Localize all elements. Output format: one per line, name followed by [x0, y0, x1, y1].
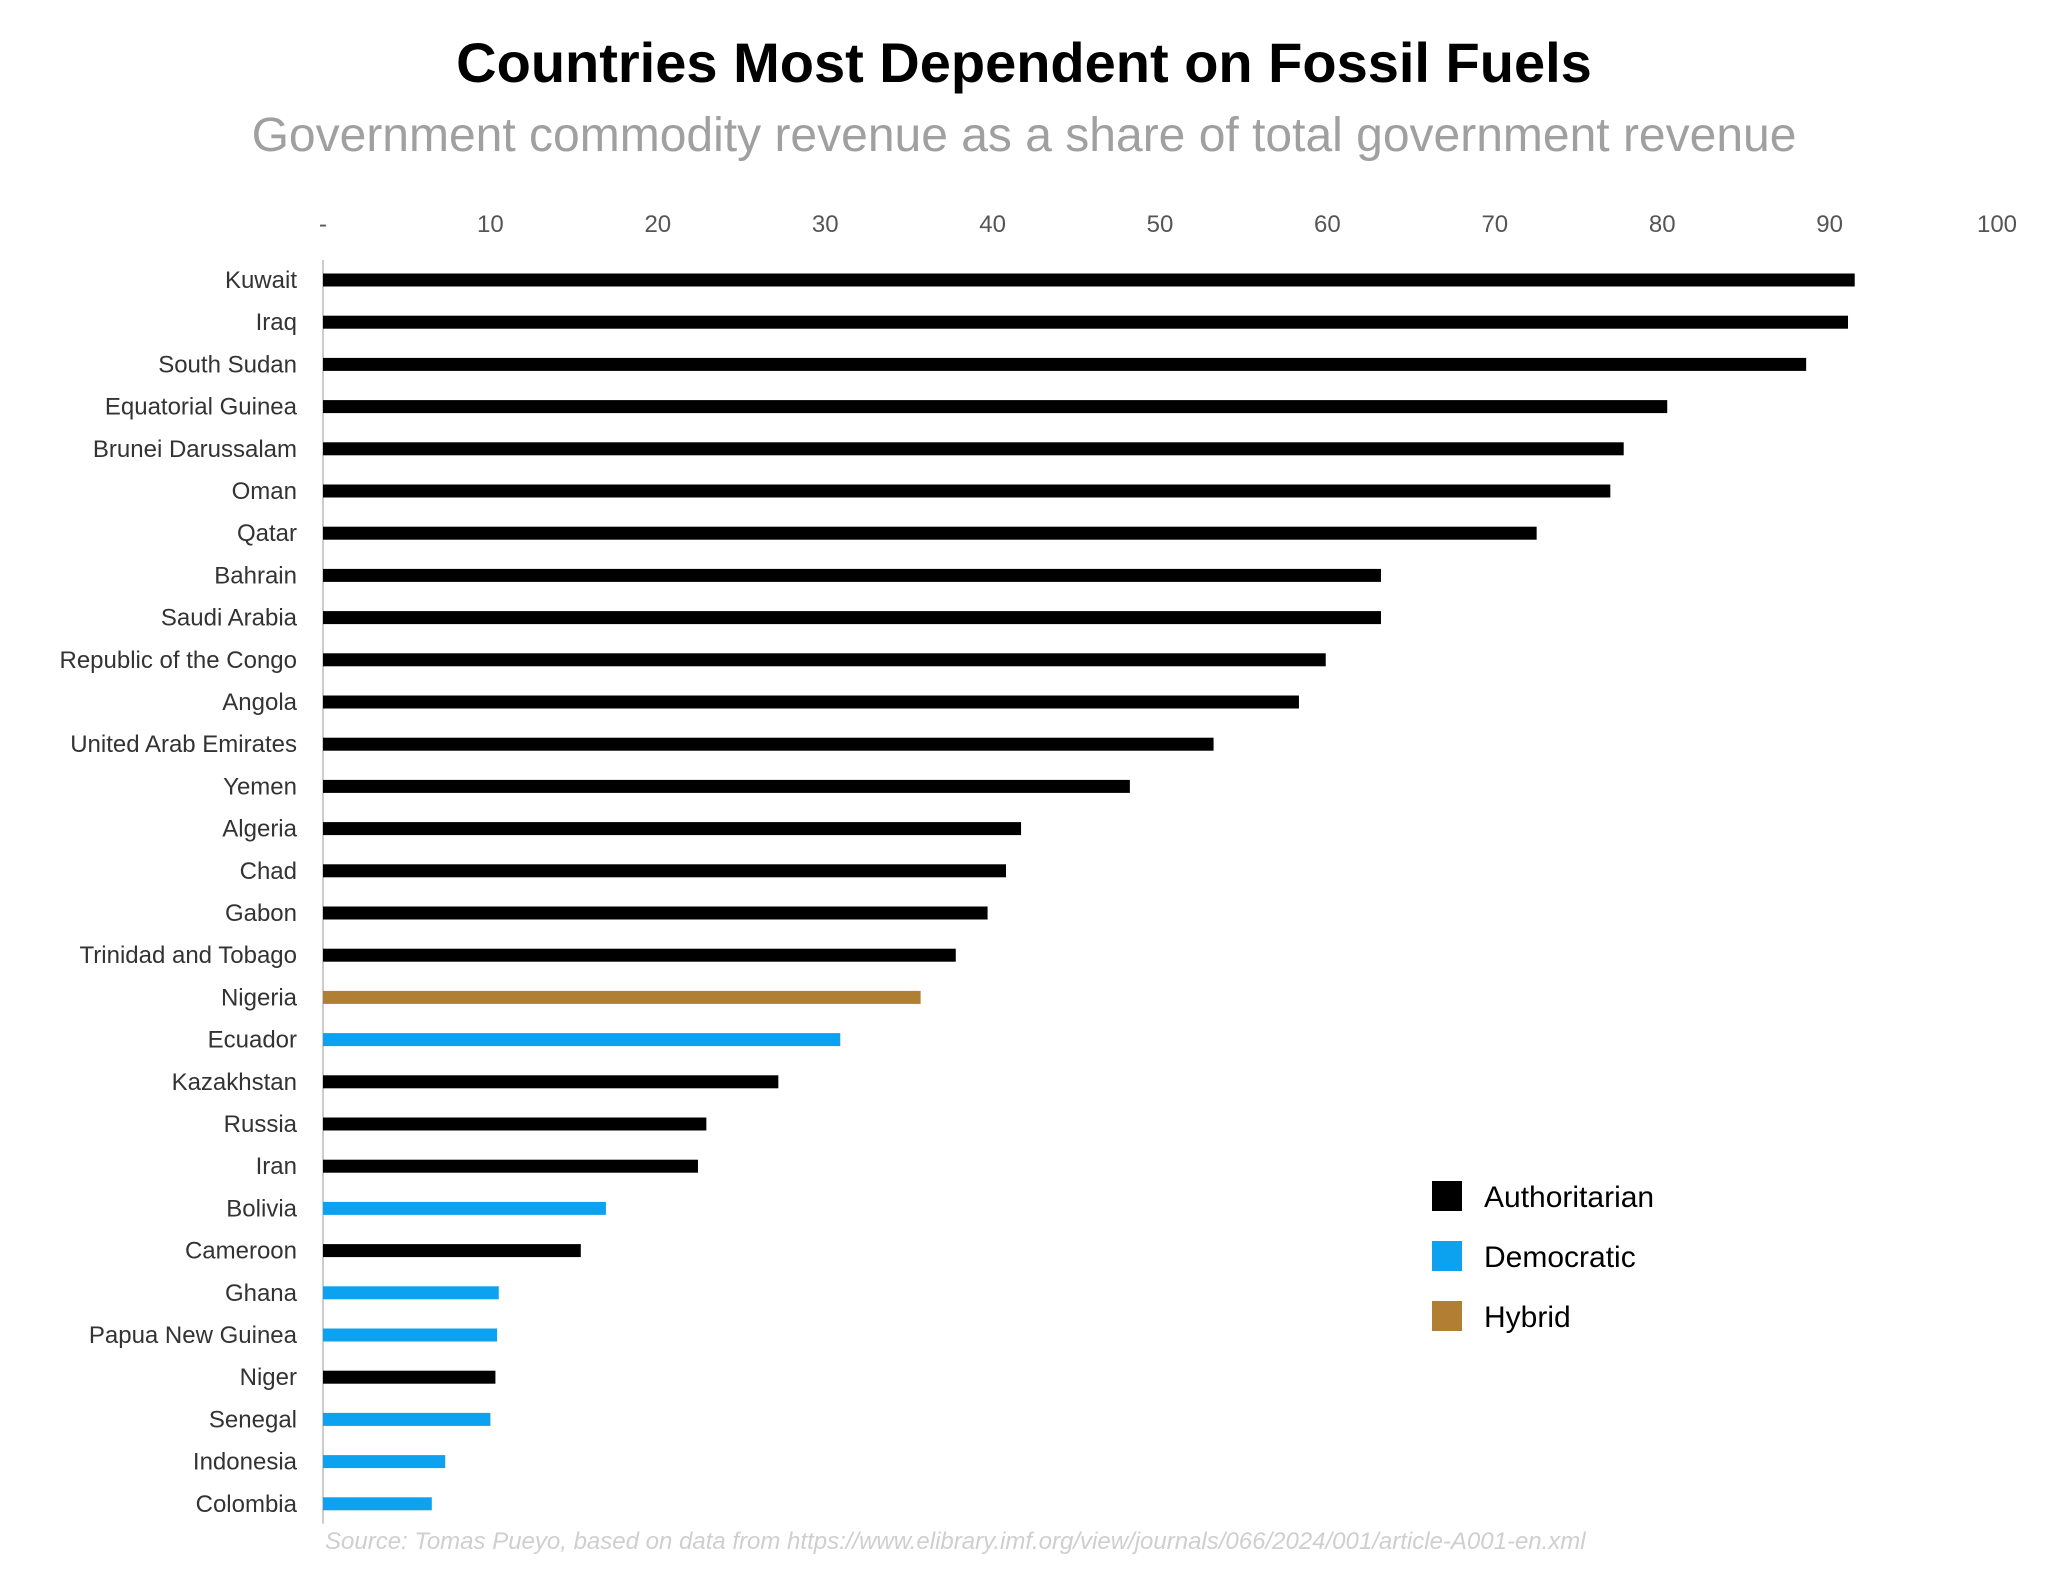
bar-trinidad-and-tobago — [323, 948, 956, 962]
bar-brunei-darussalam — [323, 442, 1624, 456]
chart-subtitle: Government commodity revenue as a share … — [251, 109, 1797, 162]
x-tick-label: 30 — [812, 211, 839, 238]
category-label: Ecuador — [208, 1027, 297, 1054]
category-label: United Arab Emirates — [70, 731, 297, 758]
category-label: Brunei Darussalam — [93, 436, 297, 463]
legend: Authoritarian Democratic Hybrid — [1432, 1181, 1654, 1334]
bar-kuwait — [323, 273, 1855, 287]
x-tick-label: 50 — [1147, 211, 1174, 238]
x-tick-label: 10 — [477, 211, 504, 238]
category-label: Senegal — [209, 1406, 297, 1433]
bar-equatorial-guinea — [323, 400, 1668, 414]
bar-kazakhstan — [323, 1075, 779, 1089]
bar-united-arab-emirates — [323, 737, 1214, 751]
bar-gabon — [323, 906, 988, 920]
category-label: Oman — [232, 478, 297, 505]
bar-ghana — [323, 1286, 499, 1300]
bar-indonesia — [323, 1455, 446, 1469]
bar-bahrain — [323, 568, 1381, 582]
category-label: Indonesia — [193, 1449, 298, 1476]
bar-ecuador — [323, 1033, 841, 1047]
bar-chad — [323, 864, 1006, 878]
category-label: Kazakhstan — [172, 1069, 297, 1096]
category-label: Trinidad and Tobago — [80, 942, 298, 969]
bar-senegal — [323, 1412, 491, 1426]
bar-algeria — [323, 822, 1022, 836]
bar-republic-of-the-congo — [323, 653, 1326, 667]
bar-saudi-arabia — [323, 611, 1381, 625]
legend-swatch-democratic — [1432, 1241, 1462, 1271]
category-label: Niger — [240, 1364, 297, 1391]
x-tick-label: 90 — [1816, 211, 1843, 238]
bar-russia — [323, 1117, 707, 1131]
category-label: Colombia — [196, 1491, 298, 1518]
chart-title: Countries Most Dependent on Fossil Fuels — [456, 31, 1592, 94]
category-label: Gabon — [225, 900, 297, 927]
category-label: Equatorial Guinea — [105, 394, 298, 421]
legend-label: Democratic — [1484, 1241, 1636, 1274]
category-label: Papua New Guinea — [89, 1322, 298, 1349]
bar-nigeria — [323, 990, 921, 1004]
category-label: Republic of the Congo — [60, 647, 298, 674]
x-tick-label: 70 — [1481, 211, 1508, 238]
x-tick-label: 80 — [1649, 211, 1676, 238]
category-label: Kuwait — [225, 267, 297, 294]
x-tick-label: - — [319, 211, 327, 238]
category-label: Algeria — [222, 816, 297, 843]
category-label: Qatar — [237, 520, 297, 547]
bar-iraq — [323, 315, 1849, 329]
legend-swatch-hybrid — [1432, 1301, 1462, 1331]
category-label: Chad — [240, 858, 297, 885]
legend-swatch-authoritarian — [1432, 1181, 1462, 1211]
category-label: Bolivia — [226, 1195, 297, 1222]
bar-papua-new-guinea — [323, 1328, 498, 1342]
x-tick-label: 20 — [644, 211, 671, 238]
legend-label: Authoritarian — [1484, 1181, 1654, 1214]
bar-oman — [323, 484, 1611, 498]
category-label: Bahrain — [214, 562, 297, 589]
x-axis-ticks: - 10 20 30 40 50 60 70 80 90 100 — [319, 211, 2017, 238]
x-tick-label: 40 — [979, 211, 1006, 238]
bar-angola — [323, 695, 1299, 709]
x-tick-label: 60 — [1314, 211, 1341, 238]
category-label: Iran — [256, 1153, 297, 1180]
category-label: Angola — [222, 689, 297, 716]
bars-group — [323, 273, 1855, 1511]
bar-niger — [323, 1370, 496, 1384]
source-note: Source: Tomas Pueyo, based on data from … — [325, 1528, 1586, 1555]
category-label: South Sudan — [158, 351, 297, 378]
bar-qatar — [323, 526, 1537, 540]
bar-south-sudan — [323, 357, 1807, 371]
legend-label: Hybrid — [1484, 1301, 1571, 1334]
category-label: Nigeria — [221, 984, 298, 1011]
category-labels: Kuwait Iraq South Sudan Equatorial Guinea Br… — [60, 267, 298, 1518]
bar-cameroon — [323, 1244, 581, 1258]
category-label: Saudi Arabia — [161, 605, 298, 632]
bar-bolivia — [323, 1201, 606, 1215]
x-tick-label: 100 — [1977, 211, 2017, 238]
bar-colombia — [323, 1497, 432, 1511]
category-label: Yemen — [223, 773, 297, 800]
category-label: Cameroon — [185, 1238, 297, 1265]
category-label: Iraq — [256, 309, 297, 336]
category-label: Russia — [224, 1111, 298, 1138]
bar-yemen — [323, 779, 1130, 793]
category-label: Ghana — [225, 1280, 298, 1307]
bar-iran — [323, 1159, 698, 1173]
